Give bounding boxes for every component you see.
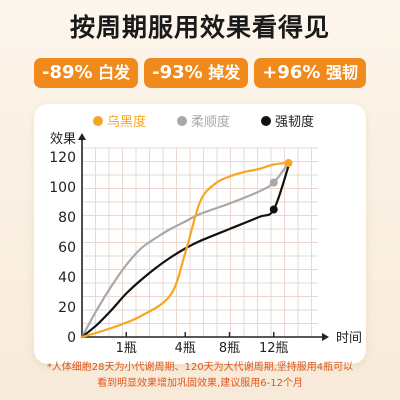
series-marker-1 [269,178,278,187]
page-title: 按周期服用效果看得见 [69,13,330,42]
y-axis-title: 效果 [50,132,76,147]
x-tick-label: 8瓶 [219,341,240,356]
footnote: *人体细胞28天为小代谢周期、120天为大代谢周期,坚持服用4瓶可以 看到明显效… [0,360,400,392]
chart-card [34,104,366,364]
chart-grid [81,147,318,338]
badge-label: 强韧 [325,63,358,82]
legend-label-0: 乌黑度 [107,114,146,130]
y-axis-arrow-icon [78,133,86,140]
x-tick-label: 4瓶 [175,341,196,356]
x-axis-arrow-icon [322,333,329,341]
chart-series [80,159,293,339]
footnote-line-1: *人体细胞28天为小代谢周期、120天为大代谢周期,坚持服用4瓶可以 [46,362,354,373]
badge-value: +96% [262,62,321,83]
series-marker-0 [284,159,293,167]
chart-legend: 乌黑度 柔顺度 强韧度 [93,114,314,130]
legend-label-1: 柔顺度 [191,114,230,130]
y-tick-label: 100 [49,180,76,196]
badge-label: 掉发 [208,63,241,82]
legend-label-2: 强韧度 [275,114,314,130]
badge-hair-loss: -93% 掉发 [144,58,249,88]
y-tick-label: 20 [58,300,76,316]
footnote-line-2: 看到明显效果增加巩固效果,建议服用6-12个月 [97,378,303,389]
y-tick-label: 60 [58,240,76,256]
y-tick-label: 80 [58,210,76,226]
x-axis-title: 时间 [336,331,362,346]
stat-badges: -89% 白发 -93% 掉发 +96% 强韧 [34,58,366,88]
y-tick-label: 0 [67,330,76,346]
badge-label: 白发 [98,63,131,82]
series-line-2 [80,164,290,339]
badge-strength: +96% 强韧 [254,58,366,88]
legend-dot-2 [261,116,271,126]
series-line-1 [80,161,290,339]
series-line-0 [80,161,290,339]
x-tick-label: 12瓶 [259,341,289,356]
series-marker-2 [269,205,278,214]
legend-dot-1 [177,116,187,126]
badge-value: -89% [42,62,93,83]
y-tick-label: 40 [58,270,76,286]
x-tick-label: 1瓶 [116,341,137,356]
badge-value: -93% [152,62,203,83]
badge-white-hair: -89% 白发 [34,58,139,88]
legend-dot-0 [93,116,103,126]
y-tick-label: 120 [49,150,76,166]
